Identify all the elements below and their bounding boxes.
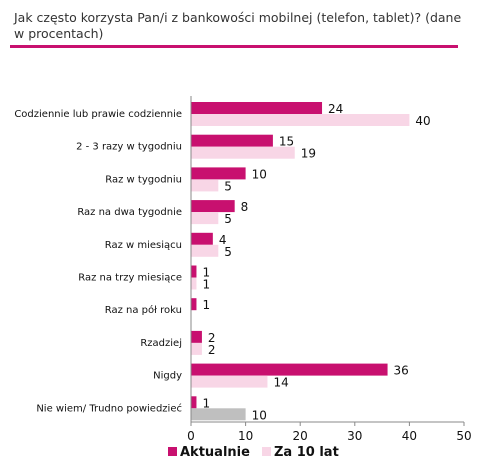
title-rule: [10, 45, 458, 48]
value-label: 10: [252, 408, 267, 422]
category-label: Raz w miesiącu: [105, 240, 182, 251]
x-tick-label: 30: [347, 429, 362, 443]
bar-current: [191, 102, 323, 114]
bar-future: [191, 375, 268, 388]
value-label: 1: [202, 278, 210, 292]
legend-swatch: [262, 447, 271, 456]
bar-current: [191, 298, 197, 311]
bar-current: [191, 396, 197, 409]
bar-future: [191, 114, 410, 126]
value-label: 4: [219, 233, 227, 247]
value-label: 10: [252, 167, 267, 181]
value-label: 15: [279, 135, 294, 149]
value-label: 8: [241, 200, 249, 214]
bar-future: [191, 342, 202, 355]
bar-current: [191, 363, 388, 376]
category-label: Rzadziej: [140, 338, 182, 349]
value-label: 1: [202, 266, 210, 280]
category-label: Raz na dwa tygodnie: [77, 207, 182, 218]
value-label: 5: [224, 245, 232, 259]
bar-future: [191, 244, 219, 257]
value-label: 1: [202, 396, 210, 410]
bar-future: [191, 212, 219, 225]
bar-current: [191, 200, 235, 213]
value-label: 40: [415, 114, 430, 128]
legend-swatch: [168, 447, 177, 456]
category-label: Raz na trzy miesiące: [78, 273, 182, 284]
value-label: 14: [273, 376, 288, 390]
legend-label: Za 10 lat: [274, 445, 339, 460]
value-label: 24: [328, 102, 343, 116]
bar-future: [191, 146, 295, 159]
bar-future: [191, 277, 197, 290]
value-label: 5: [224, 179, 232, 193]
category-label: Raz w tygodniu: [105, 174, 182, 185]
value-label: 1: [202, 298, 210, 312]
x-tick-label: 20: [293, 429, 308, 443]
chart-title: Jak często korzysta Pan/i z bankowości m…: [14, 10, 462, 41]
x-tick-label: 0: [187, 429, 195, 443]
value-label: 2: [208, 343, 216, 357]
category-label: Nie wiem/ Trudno powiedzieć: [36, 402, 182, 414]
x-tick-label: 50: [456, 429, 471, 443]
value-label: 2: [208, 331, 216, 345]
bar-current: [191, 232, 213, 245]
x-tick-label: 40: [402, 429, 417, 443]
bar-current: [191, 330, 202, 343]
value-label: 5: [224, 212, 232, 226]
category-label: 2 - 3 razy w tygodniu: [76, 142, 182, 153]
category-label: Raz na pół roku: [105, 304, 182, 316]
category-label: Codziennie lub prawie codziennie: [14, 109, 182, 120]
value-label: 19: [301, 147, 316, 161]
category-label: Nigdy: [153, 371, 182, 382]
bar-current: [191, 167, 246, 180]
bar-future: [191, 179, 219, 192]
value-label: 36: [394, 364, 409, 378]
bar-current: [191, 134, 273, 147]
legend-label: Aktualnie: [180, 445, 250, 460]
bar-current: [191, 265, 197, 278]
bar-future: [191, 408, 246, 421]
x-tick-label: 10: [238, 429, 253, 443]
